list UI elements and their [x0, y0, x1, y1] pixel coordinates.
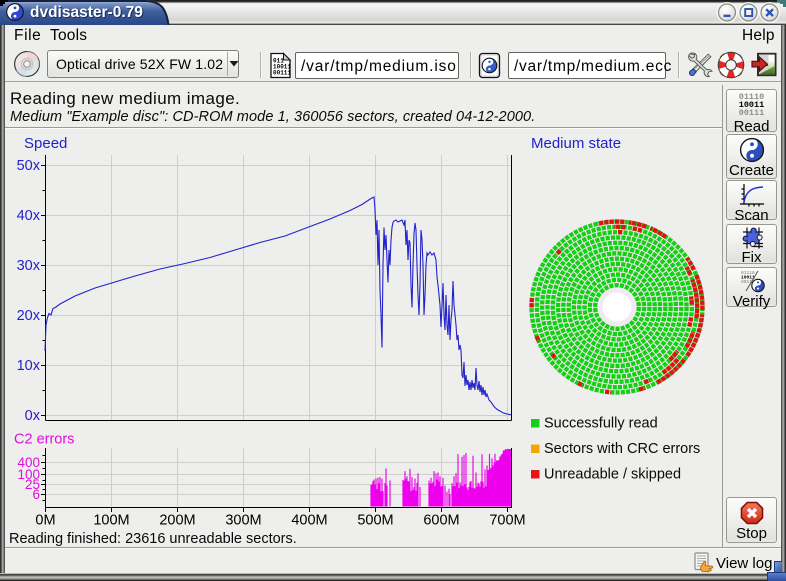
svg-text:600M: 600M: [423, 513, 459, 529]
svg-text:01110: 01110: [741, 270, 755, 276]
svg-text:C2 errors: C2 errors: [14, 432, 74, 448]
svg-text:400M: 400M: [291, 513, 327, 529]
svg-text:25: 25: [25, 477, 40, 492]
svg-text:011: 011: [273, 58, 284, 65]
svg-text:200M: 200M: [159, 513, 195, 529]
svg-text:Successfully read: Successfully read: [544, 416, 658, 432]
svg-text:00111: 00111: [273, 70, 291, 77]
svg-text:100M: 100M: [93, 513, 129, 529]
svg-text:500M: 500M: [357, 513, 393, 529]
svg-text:40x: 40x: [17, 208, 41, 224]
svg-text:00111: 00111: [741, 279, 755, 285]
svg-text:50x: 50x: [17, 158, 41, 174]
svg-text:100: 100: [17, 467, 40, 482]
svg-text:10x: 10x: [17, 358, 41, 374]
svg-text:0M: 0M: [35, 513, 55, 529]
svg-text:Unreadable / skipped: Unreadable / skipped: [544, 467, 681, 483]
svg-text:Medium state: Medium state: [531, 135, 621, 152]
svg-text:6: 6: [32, 487, 40, 502]
svg-text:Sectors with CRC errors: Sectors with CRC errors: [544, 441, 700, 457]
svg-text:300M: 300M: [225, 513, 261, 529]
svg-text:400: 400: [17, 455, 40, 470]
svg-text:10011: 10011: [741, 275, 755, 281]
svg-text:Speed: Speed: [24, 135, 67, 152]
svg-text:700M: 700M: [489, 513, 525, 529]
svg-text:20x: 20x: [17, 308, 41, 324]
svg-text:30x: 30x: [17, 258, 41, 274]
svg-text:0x: 0x: [25, 408, 41, 424]
svg-text:10011: 10011: [273, 64, 291, 71]
